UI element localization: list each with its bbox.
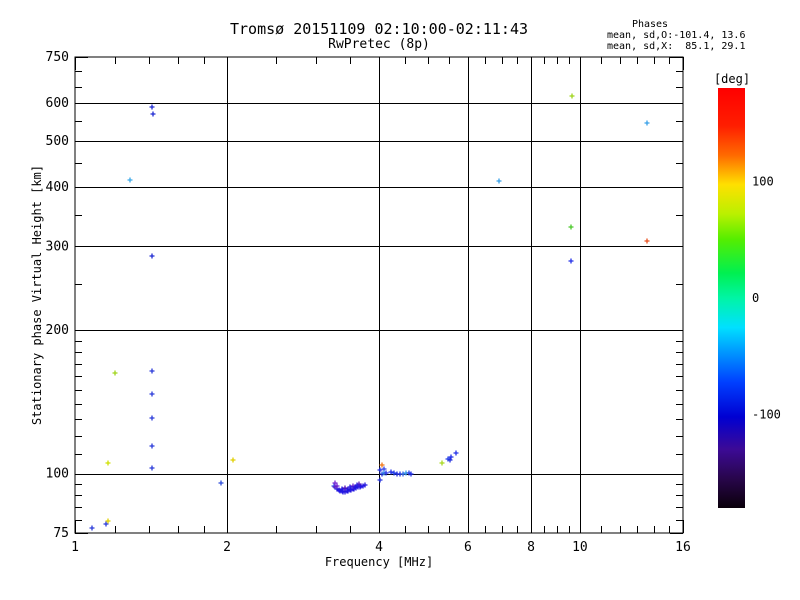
data-point xyxy=(149,368,155,374)
data-point xyxy=(339,486,345,492)
data-point xyxy=(332,480,338,486)
data-point xyxy=(342,485,348,491)
data-point xyxy=(388,469,394,475)
data-point xyxy=(448,454,454,460)
data-point xyxy=(150,111,156,117)
y-tick-label-75: 75 xyxy=(53,526,69,541)
data-point xyxy=(105,460,111,466)
colorbar-bar xyxy=(718,88,745,508)
data-point xyxy=(383,470,389,476)
data-point xyxy=(230,457,236,463)
x-tick-label-16: 16 xyxy=(675,540,691,555)
data-point xyxy=(105,518,111,524)
y-tick-label-100: 100 xyxy=(46,467,69,482)
data-point xyxy=(377,477,383,483)
plot-frame xyxy=(74,56,684,534)
colorbar-label: [deg] xyxy=(714,72,750,86)
data-point xyxy=(149,253,155,259)
y-tick-label-300: 300 xyxy=(46,239,69,254)
y-tick-label-750: 750 xyxy=(46,50,69,65)
data-point xyxy=(345,486,351,492)
data-point xyxy=(149,415,155,421)
colorbar: 100 0 -100 xyxy=(718,88,781,508)
gridlines xyxy=(75,57,683,533)
phases-mean-x: mean, sd,X: 85.1, 29.1 xyxy=(607,41,745,52)
data-point xyxy=(391,470,397,476)
data-point xyxy=(439,460,445,466)
data-point xyxy=(644,120,650,126)
data-point xyxy=(569,93,575,99)
data-point xyxy=(447,457,453,463)
data-point xyxy=(379,462,385,468)
colorbar-tick-label-100: 100 xyxy=(752,174,774,188)
data-point xyxy=(149,443,155,449)
data-point xyxy=(408,471,414,477)
y-tick-label-600: 600 xyxy=(46,96,69,111)
data-point xyxy=(112,370,118,376)
x-tick-label-8: 8 xyxy=(527,540,535,555)
y-axis-label: Stationary phase Virtual Height [km] xyxy=(30,165,44,425)
data-point xyxy=(103,521,109,527)
x-tick-label-2: 2 xyxy=(223,540,231,555)
phases-heading: Phases xyxy=(632,19,668,30)
phases-mean-o: mean, sd,O:-101.4, 13.6 xyxy=(607,30,745,41)
data-point xyxy=(127,177,133,183)
data-point xyxy=(89,525,95,531)
x-tick-label-6: 6 xyxy=(464,540,472,555)
data-point xyxy=(644,238,650,244)
data-point xyxy=(149,465,155,471)
data-point xyxy=(357,484,363,490)
data-point xyxy=(496,178,502,184)
y-tick-label-400: 400 xyxy=(46,180,69,195)
data-point xyxy=(568,258,574,264)
data-point xyxy=(377,467,383,473)
tick-labels: 1 2 4 6 8 10 16 750 600 500 400 300 200 100 75 xyxy=(46,50,691,555)
colorbar-tick-label-0: 0 xyxy=(752,291,759,305)
x-tick-label-1: 1 xyxy=(71,540,79,555)
data-point xyxy=(218,480,224,486)
data-point xyxy=(149,104,155,110)
x-axis-label: Frequency [MHz] xyxy=(325,555,433,569)
data-point xyxy=(400,471,406,477)
data-point xyxy=(453,450,459,456)
x-tick-label-10: 10 xyxy=(572,540,588,555)
x-tick-label-4: 4 xyxy=(375,540,383,555)
chart-title: Tromsø 20151109 02:10:00-02:11:43 xyxy=(230,20,528,38)
y-tick-label-500: 500 xyxy=(46,134,69,149)
data-point xyxy=(352,484,358,490)
chart-subtitle: RwPretec (8p) xyxy=(328,37,430,52)
data-points xyxy=(89,93,650,531)
colorbar-tick-label--100: -100 xyxy=(752,408,781,422)
data-point xyxy=(334,483,340,489)
data-point xyxy=(362,482,368,488)
y-tick-label-200: 200 xyxy=(46,323,69,338)
data-point xyxy=(568,224,574,230)
data-point xyxy=(336,487,342,493)
data-point xyxy=(149,391,155,397)
